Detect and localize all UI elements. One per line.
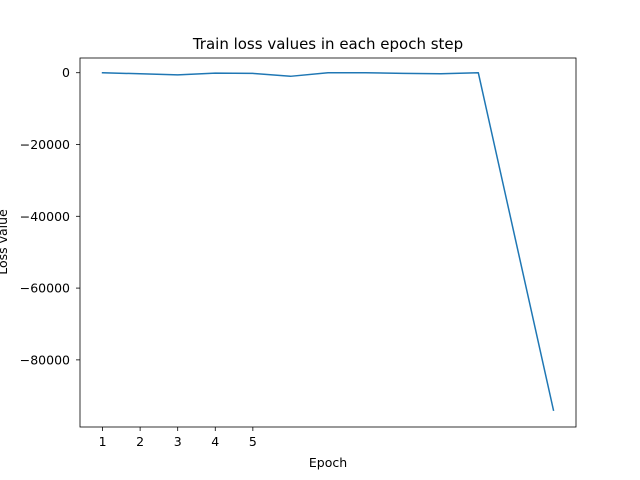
plot-frame [79, 57, 577, 428]
y-tick-label: −20000 [20, 137, 70, 152]
y-tick-label: 0 [62, 65, 70, 80]
x-tick-label: 2 [136, 434, 144, 449]
plot-area [80, 58, 576, 427]
loss-series-line [101, 71, 555, 412]
y-axis-ticks: 0 −20000 −40000 −60000 −80000 [20, 65, 80, 367]
y-tick-label: −60000 [20, 281, 70, 296]
chart-title: Train loss values in each epoch step [192, 35, 463, 53]
x-axis-label: Epoch [309, 455, 347, 470]
series-layer [101, 71, 555, 412]
x-tick-label: 4 [211, 434, 219, 449]
y-tick-label: −40000 [20, 209, 70, 224]
x-tick-label: 5 [249, 434, 257, 449]
y-tick-label: −80000 [20, 352, 70, 367]
x-tick-label: 3 [174, 434, 182, 449]
y-axis-label: Loss value [0, 209, 10, 275]
x-axis-ticks: 1 2 3 4 5 [99, 427, 257, 449]
x-tick-label: 1 [99, 434, 107, 449]
